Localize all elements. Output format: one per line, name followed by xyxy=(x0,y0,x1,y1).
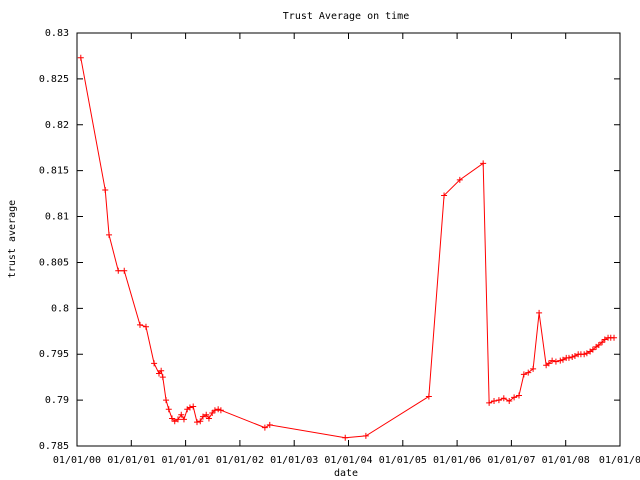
x-tick-label: 01/01/03 xyxy=(270,455,318,466)
y-tick-label: 0.805 xyxy=(39,257,69,268)
y-tick-label: 0.82 xyxy=(45,120,69,131)
point-marker xyxy=(158,367,165,374)
y-axis-label: trust average xyxy=(7,200,18,278)
x-tick-label: 01/01/01 xyxy=(162,455,210,466)
point-marker xyxy=(194,419,201,426)
point-marker xyxy=(136,321,143,328)
y-tick-label: 0.795 xyxy=(39,349,69,360)
point-marker xyxy=(536,309,543,316)
point-marker xyxy=(486,399,493,406)
x-tick-label: 01/01/0 xyxy=(599,455,640,466)
point-marker xyxy=(362,432,369,439)
point-marker xyxy=(569,353,576,360)
chart-title: Trust Average on time xyxy=(283,11,409,22)
point-marker xyxy=(115,267,122,274)
point-marker xyxy=(511,394,518,401)
point-marker xyxy=(425,393,432,400)
point-marker xyxy=(506,398,513,405)
point-marker xyxy=(545,360,552,367)
point-marker xyxy=(559,356,566,363)
point-marker xyxy=(500,395,507,402)
point-marker xyxy=(595,342,602,349)
point-marker xyxy=(589,346,596,353)
point-marker xyxy=(266,421,273,428)
y-tick-label: 0.8 xyxy=(51,303,69,314)
point-marker xyxy=(601,336,608,343)
y-tick-label: 0.815 xyxy=(39,166,69,177)
point-marker xyxy=(121,267,128,274)
point-marker xyxy=(205,415,212,422)
point-marker xyxy=(456,176,463,183)
point-marker xyxy=(611,334,618,341)
x-tick-label: 01/01/01 xyxy=(107,455,155,466)
point-marker xyxy=(197,418,204,425)
y-tick-label: 0.785 xyxy=(39,441,69,452)
point-marker xyxy=(77,54,84,61)
point-marker xyxy=(441,192,448,199)
point-marker xyxy=(180,416,187,423)
point-marker xyxy=(549,357,556,364)
point-marker xyxy=(106,231,113,238)
point-marker xyxy=(491,398,498,405)
point-marker xyxy=(174,416,181,423)
y-tick-label: 0.81 xyxy=(45,212,69,223)
point-marker xyxy=(565,354,572,361)
point-marker xyxy=(199,413,206,420)
point-marker xyxy=(583,350,590,357)
point-marker xyxy=(142,323,149,330)
point-marker xyxy=(102,186,109,193)
point-marker xyxy=(557,357,564,364)
point-marker xyxy=(163,397,170,404)
point-marker xyxy=(530,365,537,372)
y-tick-label: 0.79 xyxy=(45,395,69,406)
point-marker xyxy=(599,339,606,346)
point-marker xyxy=(190,403,197,410)
y-tick-label: 0.825 xyxy=(39,74,69,85)
point-marker xyxy=(571,353,578,360)
point-marker xyxy=(209,409,216,416)
x-tick-label: 01/01/05 xyxy=(379,455,427,466)
point-marker xyxy=(520,371,527,378)
y-tick-label: 0.83 xyxy=(45,28,69,39)
point-marker xyxy=(178,411,185,418)
point-marker xyxy=(186,404,193,411)
point-marker xyxy=(495,397,502,404)
point-marker xyxy=(171,418,178,425)
point-marker xyxy=(169,415,176,422)
point-marker xyxy=(581,351,588,358)
x-tick-label: 01/01/07 xyxy=(487,455,535,466)
point-marker xyxy=(516,392,523,399)
point-marker xyxy=(342,434,349,441)
point-marker xyxy=(165,406,172,413)
x-tick-label: 01/01/04 xyxy=(324,455,372,466)
x-tick-label: 01/01/08 xyxy=(542,455,590,466)
point-marker xyxy=(261,424,268,431)
point-marker xyxy=(480,160,487,167)
point-marker xyxy=(215,406,222,413)
point-marker xyxy=(159,374,166,381)
x-tick-label: 01/01/02 xyxy=(216,455,264,466)
point-marker xyxy=(552,358,559,365)
x-axis-label: date xyxy=(334,468,358,479)
x-tick-label: 01/01/00 xyxy=(53,455,101,466)
point-marker xyxy=(217,407,224,414)
point-marker xyxy=(151,360,158,367)
point-marker xyxy=(525,369,532,376)
point-marker xyxy=(211,407,218,414)
x-tick-label: 01/01/06 xyxy=(433,455,481,466)
point-marker xyxy=(203,411,210,418)
